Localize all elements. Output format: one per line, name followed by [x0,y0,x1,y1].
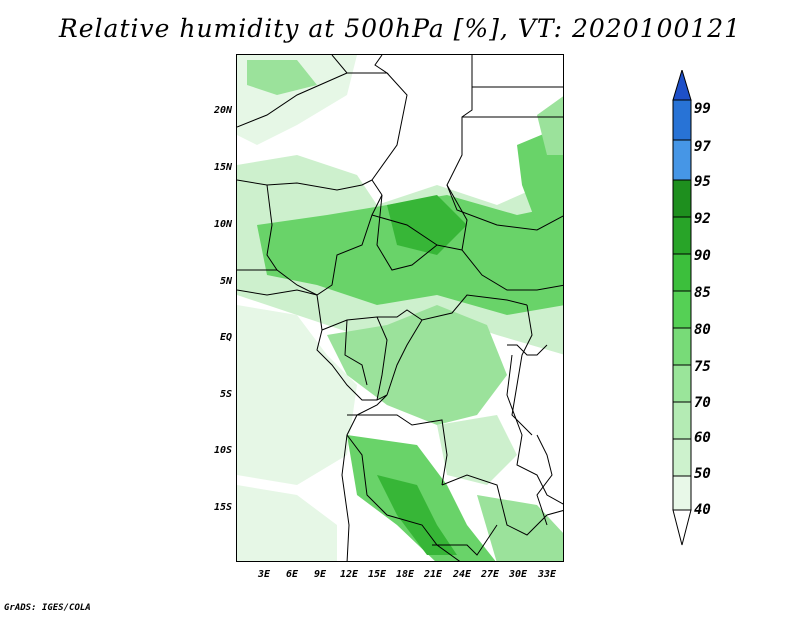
colorbar-band-40-50 [672,475,692,511]
colorbar-label-60: 60 [694,430,711,446]
colorbar-label-70: 70 [694,395,711,411]
humidity-map [236,54,564,562]
colorbar-top-arrow [672,70,692,101]
lat-label-eq: EQ [219,332,232,343]
lon-label-18e: 18E [395,569,415,580]
colorbar-label-85: 85 [694,285,711,301]
lon-label-6e: 6E [285,569,299,580]
lat-label-10n: 10N [213,219,232,230]
colorbar-band-85-90 [672,253,692,292]
colorbar-band-97-99 [672,99,692,141]
lon-label-30e: 30E [508,569,528,580]
lat-label-15s: 15S [213,502,232,513]
humidity-fill-layer [237,55,563,561]
colorbar-band-95-97 [672,139,692,181]
lon-label-15e: 15E [367,569,387,580]
colorbar-label-80: 80 [694,322,711,338]
colorbar-label-40: 40 [694,502,711,518]
colorbar-band-50-60 [672,438,692,477]
colorbar-label-99: 99 [694,101,711,117]
colorbar [672,70,692,546]
colorbar-band-80-85 [672,290,692,329]
colorbar-label-92: 92 [694,211,711,227]
country-borders [237,55,563,561]
lon-label-12e: 12E [339,569,359,580]
lat-label-5s: 5S [219,389,232,400]
chart-title: Relative humidity at 500hPa [%], VT: 202… [58,14,742,43]
lat-label-20n: 20N [213,105,232,116]
colorbar-band-70-75 [672,364,692,403]
lon-label-21e: 21E [423,569,443,580]
colorbar-label-50: 50 [694,466,711,482]
colorbar-label-75: 75 [694,359,711,375]
lat-label-15n: 15N [213,162,232,173]
lon-label-33e: 33E [537,569,557,580]
colorbar-band-92-95 [672,179,692,218]
colorbar-band-90-92 [672,216,692,255]
colorbar-band-75-80 [672,327,692,366]
lat-label-5n: 5N [219,276,232,287]
lon-label-27e: 27E [480,569,500,580]
lon-label-3e: 3E [257,569,271,580]
lat-label-10s: 10S [213,445,232,456]
colorbar-band-60-70 [672,401,692,440]
colorbar-label-97: 97 [694,139,711,155]
footer-credit: GrADS: IGES/COLA [4,603,91,613]
colorbar-label-95: 95 [694,174,711,190]
colorbar-label-90: 90 [694,248,711,264]
lon-label-24e: 24E [452,569,472,580]
colorbar-bottom-arrow [672,509,692,546]
lon-label-9e: 9E [313,569,327,580]
map-canvas [237,55,563,561]
